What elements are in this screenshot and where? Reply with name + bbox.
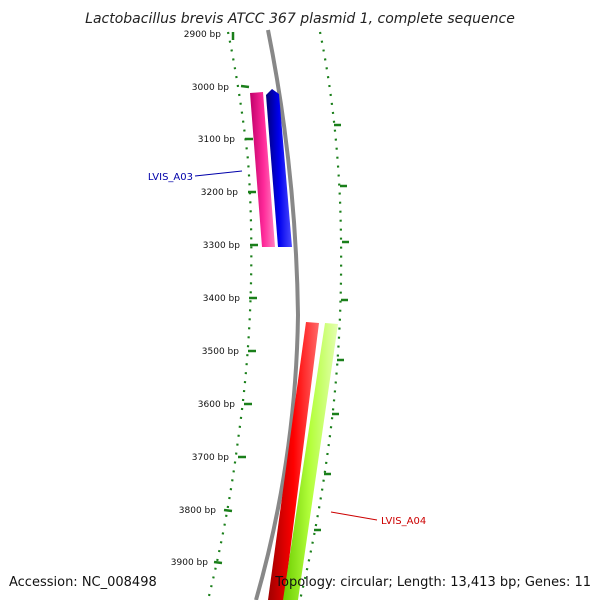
tick-label: 3800 bp (179, 506, 216, 516)
gene-label-LVIS_A03[interactable]: LVIS_A03 (148, 172, 193, 183)
outer-guide-dots (298, 31, 343, 600)
gene-label-LVIS_A04[interactable]: LVIS_A04 (381, 516, 426, 527)
gene-LVIS_A03-feature[interactable] (250, 92, 275, 247)
tick-label: 3000 bp (192, 83, 229, 93)
inner-guide-dots (206, 31, 253, 600)
topology-text: Topology: circular; Length: 13,413 bp; G… (274, 575, 591, 590)
tick-label: 3500 bp (202, 347, 239, 357)
map-title: Lactobacillus brevis ATCC 367 plasmid 1,… (85, 11, 515, 27)
tick-label: 3100 bp (198, 135, 235, 145)
tick-label: 3700 bp (192, 453, 229, 463)
gene-LVIS_A04-cds[interactable] (268, 322, 319, 600)
gene-LVIS_A04-feature[interactable] (283, 323, 338, 600)
tick-label: 2900 bp (184, 30, 221, 40)
tick-label: 3600 bp (198, 400, 235, 410)
gene-LVIS_A03-cds[interactable] (266, 89, 292, 247)
ruler-ticks (213, 32, 349, 565)
accession-text: Accession: NC_008498 (9, 575, 157, 590)
tick-label: 3200 bp (201, 188, 238, 198)
tick-mark (213, 560, 223, 565)
tick-label: 3400 bp (203, 294, 240, 304)
gene-label-leader-LVIS_A04 (330, 511, 378, 521)
tick-mark (240, 84, 250, 89)
backbone-arc (254, 29, 301, 600)
ruler-tick-labels: 2900 bp 3000 bp 3100 bp 3200 bp 3300 bp … (171, 30, 240, 568)
tick-label: 3300 bp (203, 241, 240, 251)
tick-mark (223, 508, 233, 513)
tick-label: 3900 bp (171, 558, 208, 568)
gene-label-leader-LVIS_A03 (194, 170, 243, 177)
